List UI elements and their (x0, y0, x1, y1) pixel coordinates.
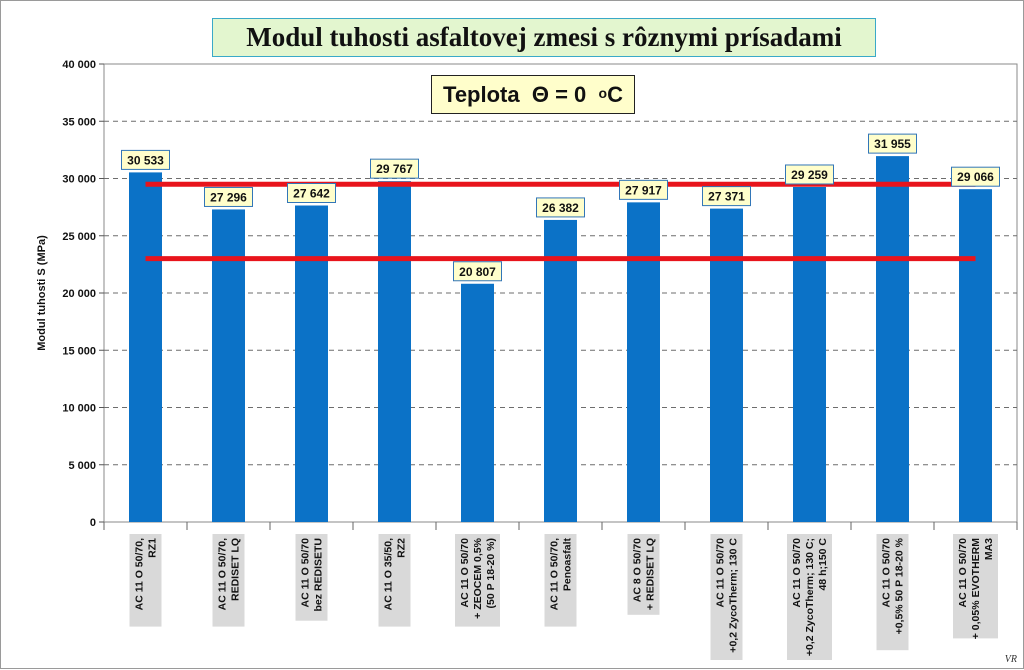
data-label-box (287, 182, 336, 203)
bar (378, 181, 411, 522)
data-label: 29 066 (957, 170, 994, 184)
data-label-box (536, 197, 585, 218)
category-label: MA3 (983, 538, 995, 560)
chart-title: Modul tuhosti asfaltovej zmesi s rôznymi… (246, 22, 842, 52)
degree-mark: o (598, 84, 608, 101)
category-label: + ZEOCEM 0,5% (472, 537, 484, 618)
category-label-box (295, 534, 328, 621)
data-label: 30 533 (127, 153, 164, 167)
y-tick-label: 30 000 (62, 174, 96, 186)
category-label-box (876, 534, 909, 651)
bar (295, 205, 328, 523)
theta-symbol: Θ (531, 81, 549, 107)
y-tick-label: 20 000 (62, 288, 96, 300)
category-label: (50 P 18-20 %) (485, 538, 497, 608)
category-label: +0,2 ZycoTherm; 130 C; (804, 538, 816, 656)
data-label: 26 382 (542, 201, 579, 215)
category-label: AC 11 O 50/70 (459, 538, 471, 608)
data-label-box (453, 261, 502, 282)
category-label-box (544, 534, 577, 627)
data-label-box (619, 179, 668, 200)
bar (627, 202, 660, 523)
category-label: AC 11 O 50/70, (549, 538, 561, 610)
category-label: + REDISET LQ (645, 538, 657, 610)
bar (959, 189, 992, 522)
bar (129, 172, 162, 522)
chart-title-box: Modul tuhosti asfaltovej zmesi s rôznymi… (212, 18, 876, 57)
temperature-unit: C (607, 81, 623, 107)
category-label-box (455, 534, 500, 627)
data-label-box (868, 133, 917, 154)
category-label: AC 11 O 50/70, (134, 538, 146, 610)
data-label-box (702, 186, 751, 207)
category-label-box (710, 534, 743, 660)
bar (461, 283, 494, 522)
data-label: 27 296 (210, 190, 247, 204)
category-label-box (953, 534, 998, 639)
data-label: 27 917 (625, 183, 662, 197)
y-axis-label: Modul tuhosti S (MPa) (36, 235, 48, 351)
category-label: AC 11 O 50/70 (715, 538, 727, 608)
y-tick-label: 15 000 (62, 345, 96, 357)
data-label-box (121, 149, 170, 170)
category-label: Penoasfalt (562, 538, 574, 592)
temperature-prefix: Teplota (443, 81, 520, 107)
data-label: 27 642 (293, 186, 330, 200)
y-tick-label: 10 000 (62, 403, 96, 415)
category-label: RZ2 (396, 538, 408, 558)
category-label: AC 11 O 50/70 (957, 538, 969, 608)
category-label: +0,2 ZycoTherm; 130 C (728, 538, 740, 653)
y-tick-label: 0 (90, 517, 96, 529)
category-label-box (378, 534, 411, 627)
category-label: +0,5% 50 P 18-20 % (894, 537, 906, 634)
category-label: + 0,05% EVOTHERM (970, 538, 982, 639)
temperature-value: = 0 (555, 81, 587, 107)
category-label-box (627, 534, 660, 615)
category-label-box (212, 534, 245, 627)
category-label-box (787, 534, 832, 660)
data-label-box (785, 164, 834, 185)
category-label: AC 11 O 35/50, (383, 538, 395, 610)
y-tick-label: 35 000 (62, 116, 96, 128)
data-label-box (370, 158, 419, 179)
data-label: 31 955 (874, 137, 911, 151)
bar (212, 209, 245, 522)
category-label: bez REDISETU (313, 538, 325, 612)
author-signature: VR (1004, 654, 1017, 665)
category-label: AC 11 O 50/70, (217, 538, 229, 610)
data-label-box (204, 186, 253, 207)
bar (876, 156, 909, 523)
category-label-box (129, 534, 162, 627)
category-label: AC 11 O 50/70 (791, 538, 803, 608)
y-tick-label: 40 000 (62, 59, 96, 71)
category-label: AC 8 O 50/70 (632, 538, 644, 602)
y-tick-label: 5 000 (68, 460, 96, 472)
y-tick-label: 25 000 (62, 231, 96, 243)
category-label: REDISET LQ (230, 538, 242, 601)
category-label: 48 h;150 C (817, 538, 829, 591)
bar (710, 208, 743, 522)
category-label: RZ1 (147, 538, 159, 558)
data-label: 29 767 (376, 162, 413, 176)
data-label: 20 807 (459, 265, 496, 279)
bar (544, 219, 577, 523)
data-label: 27 371 (708, 190, 745, 204)
data-label: 29 259 (791, 168, 828, 182)
category-label: AC 11 O 50/70 (300, 538, 312, 608)
category-label: AC 11 O 50/70 (881, 538, 893, 608)
data-label-box (951, 166, 1000, 187)
bar (793, 186, 826, 523)
